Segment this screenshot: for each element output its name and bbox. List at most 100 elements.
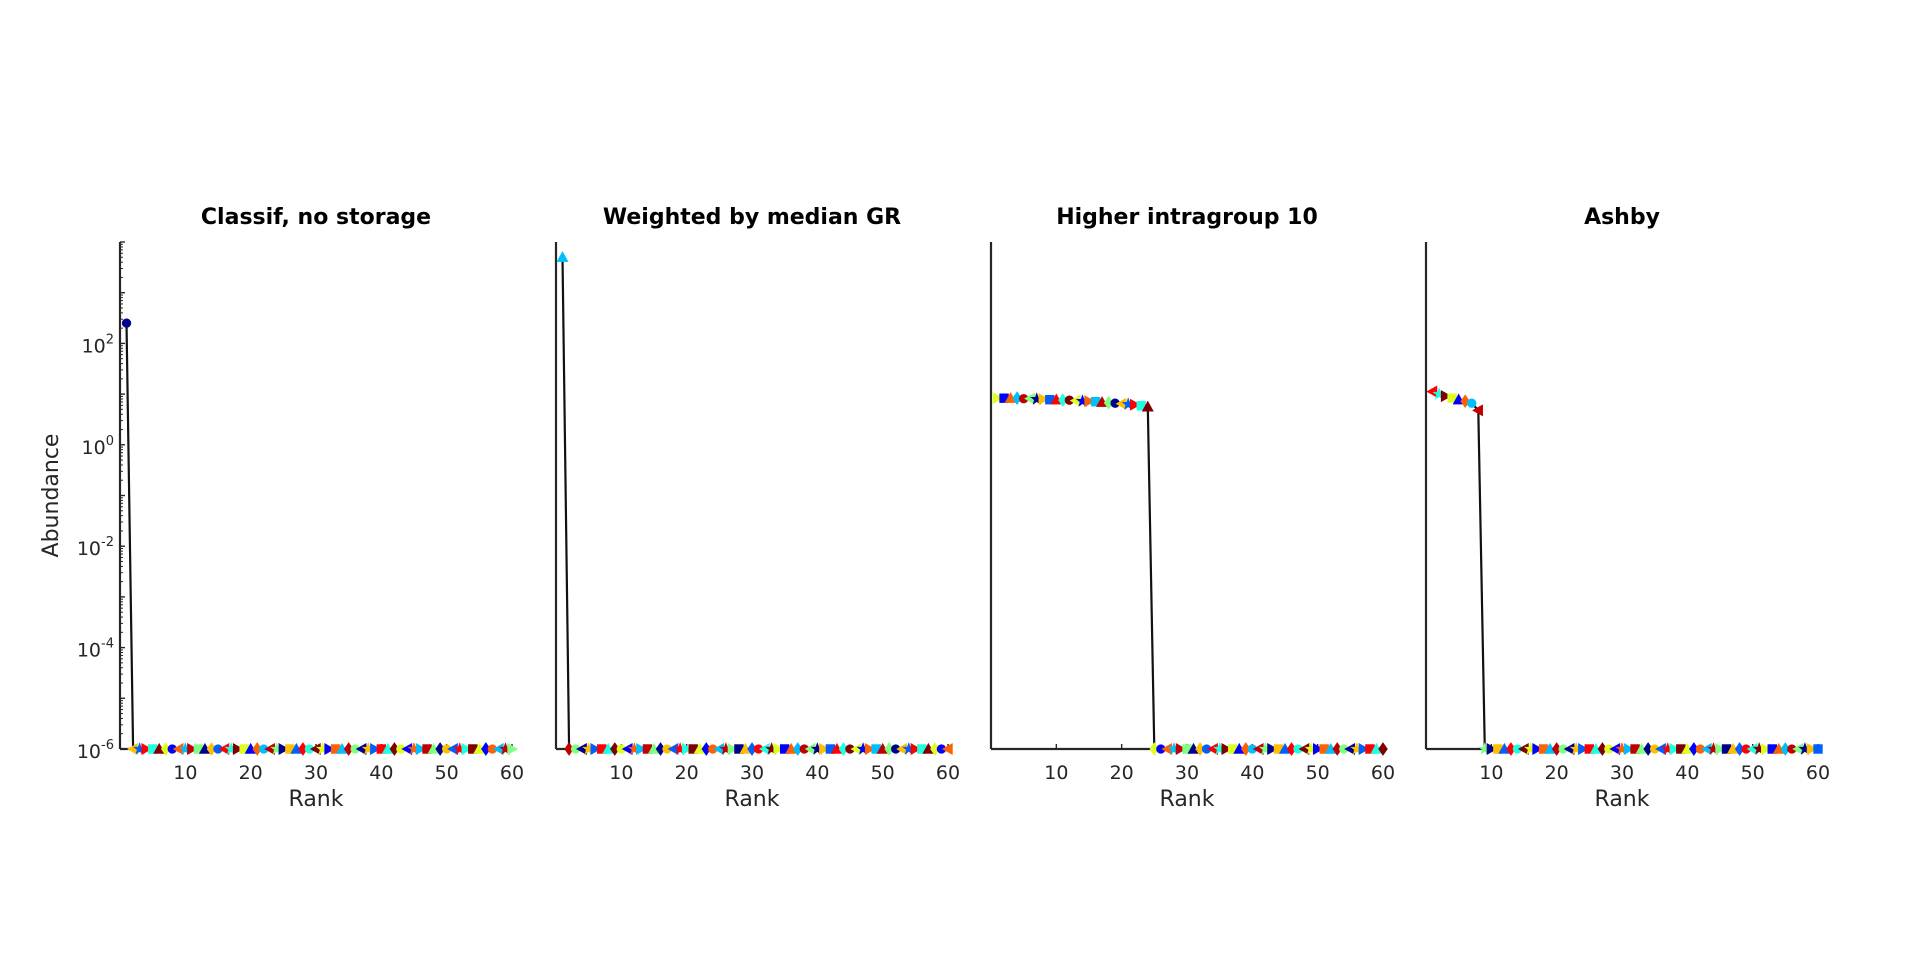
- data-point: [910, 742, 922, 756]
- x-axis-label: Rank: [289, 787, 344, 812]
- series-line: [561, 257, 948, 751]
- data-point: [1358, 742, 1370, 756]
- y-axis-label: Abundance: [39, 434, 64, 558]
- x-tick-label: 50: [871, 762, 895, 784]
- series-line: [997, 397, 1383, 751]
- data-point: [1156, 744, 1166, 754]
- data-point: [304, 744, 315, 754]
- x-tick-label: 10: [609, 762, 633, 784]
- data-point: [1761, 742, 1772, 756]
- data-point: [1084, 395, 1096, 408]
- x-tick-label: 60: [1371, 762, 1395, 784]
- x-tick-label: 40: [805, 762, 829, 784]
- y-tick-label: 10-2: [77, 535, 114, 560]
- data-point: [461, 742, 473, 756]
- data-point: [259, 744, 269, 754]
- data-point: [556, 251, 569, 262]
- x-tick-label: 40: [1240, 762, 1264, 784]
- data-point: [681, 742, 693, 756]
- x-tick-label: 30: [1610, 762, 1634, 784]
- panel-2: 10 20 30 40 50 60 Weighted by median GR Rank: [554, 205, 960, 812]
- x-tick-label: 50: [1741, 762, 1765, 784]
- data-point: [487, 744, 498, 754]
- panel-title: Higher intragroup 10: [1056, 205, 1318, 230]
- data-point: [1426, 385, 1438, 398]
- x-tick-label: 10: [173, 762, 197, 784]
- data-point: [441, 744, 452, 754]
- data-point: [1018, 393, 1029, 404]
- panel-title: Classif, no storage: [201, 205, 431, 230]
- data-point: [350, 744, 360, 754]
- x-tick-label: 20: [675, 762, 699, 784]
- data-point: [1267, 742, 1279, 756]
- data-point: [1467, 398, 1477, 408]
- data-point: [1130, 398, 1141, 411]
- y-tick-label: 100: [82, 434, 114, 459]
- y-tick-label: 10-6: [77, 738, 114, 763]
- data-point: [1578, 742, 1589, 756]
- x-tick-label: 40: [369, 762, 393, 784]
- x-axis-label: Rank: [1595, 787, 1650, 812]
- data-point: [1201, 744, 1212, 754]
- data-point: [370, 742, 381, 756]
- data-point: [1221, 742, 1233, 756]
- data-point: [891, 744, 901, 754]
- data-point: [1141, 400, 1154, 412]
- data-point: [1472, 404, 1483, 417]
- data-point: [773, 742, 785, 756]
- data-point: [278, 742, 290, 756]
- panel-4: 10 20 30 40 50 60 Ashby Rank: [1424, 205, 1830, 812]
- x-tick-label: 60: [936, 762, 960, 784]
- data-point: [507, 742, 519, 756]
- data-point: [1110, 398, 1120, 408]
- x-tick-label: 10: [1044, 762, 1068, 784]
- data-point: [1787, 744, 1797, 754]
- data-point: [1312, 742, 1324, 756]
- panel-3: 10 20 30 40 50 60 Higher intragroup 10 Rank: [989, 205, 1395, 812]
- x-tick-label: 60: [1806, 762, 1830, 784]
- data-point: [636, 742, 648, 756]
- panel-title: Ashby: [1584, 205, 1660, 230]
- data-point: [167, 744, 177, 754]
- y-tick-label: 102: [82, 332, 114, 357]
- x-tick-label: 30: [740, 762, 764, 784]
- data-point: [1038, 393, 1050, 406]
- x-tick-label: 20: [239, 762, 263, 784]
- x-tick-label: 30: [1175, 762, 1199, 784]
- data-point: [662, 744, 672, 754]
- data-point: [590, 742, 602, 756]
- data-point: [1695, 744, 1706, 754]
- panel-title: Weighted by median GR: [603, 205, 901, 230]
- data-point: [992, 392, 1004, 405]
- data-point: [187, 742, 198, 756]
- x-tick-label: 20: [1545, 762, 1569, 784]
- data-point: [1293, 744, 1303, 754]
- data-point: [1460, 394, 1470, 409]
- data-point: [845, 744, 855, 754]
- x-tick-label: 20: [1110, 762, 1134, 784]
- data-point: [708, 744, 718, 754]
- data-point: [1623, 742, 1635, 756]
- data-point: [616, 744, 627, 754]
- data-point: [1715, 742, 1727, 756]
- x-tick-label: 50: [1306, 762, 1330, 784]
- data-point: [213, 744, 223, 754]
- data-point: [1247, 744, 1258, 754]
- data-point: [1669, 742, 1681, 756]
- data-point: [1604, 744, 1614, 754]
- data-point: [799, 744, 809, 754]
- data-point: [1378, 742, 1388, 756]
- data-point: [415, 742, 427, 756]
- x-axis-label: Rank: [725, 787, 780, 812]
- data-point: [141, 742, 153, 756]
- data-point: [121, 318, 132, 328]
- panel-1: 10 20 30 40 50 60 102 100 10-2 10-4 10-6 Classif, n…: [39, 205, 524, 812]
- data-point: [324, 742, 336, 756]
- data-point: [941, 742, 953, 756]
- x-tick-label: 50: [435, 762, 459, 784]
- x-tick-label: 10: [1479, 762, 1503, 784]
- data-point: [819, 742, 830, 756]
- data-point: [1512, 744, 1523, 754]
- data-point: [1175, 742, 1187, 756]
